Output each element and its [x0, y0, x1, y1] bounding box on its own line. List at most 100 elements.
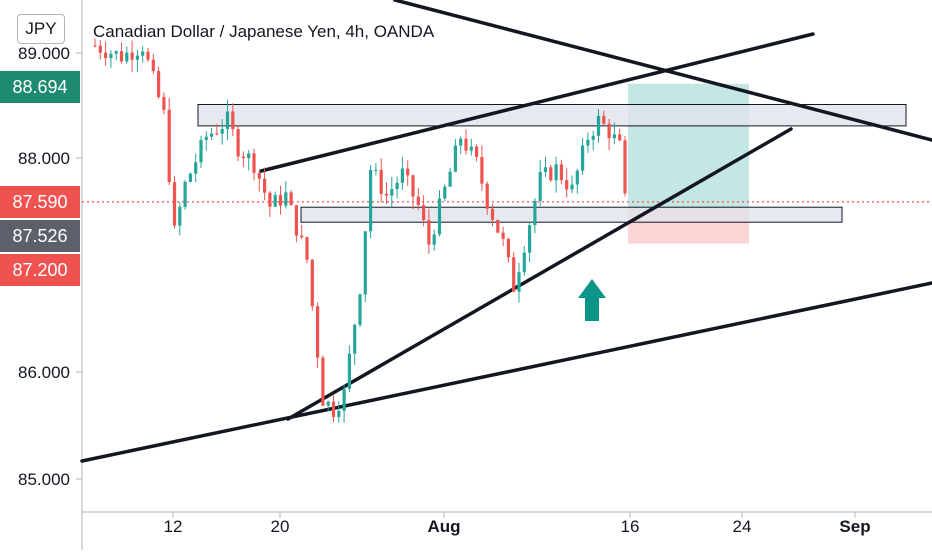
candle-body: [559, 164, 563, 181]
candle-body: [384, 193, 389, 196]
x-tick-label: 16: [621, 517, 640, 536]
candle-body: [151, 59, 155, 72]
candle-body: [358, 294, 362, 325]
candle-body: [146, 51, 150, 60]
candle-body: [241, 156, 245, 159]
candle-body: [172, 182, 177, 226]
y-tick-label: 85.000: [18, 470, 70, 489]
x-tick-label: Aug: [427, 517, 460, 536]
candle-body: [602, 115, 606, 124]
candle-body: [220, 128, 224, 134]
candle-body: [490, 208, 495, 220]
y-tick-label: 88.000: [18, 149, 70, 168]
candle-body: [321, 357, 325, 406]
candle-body: [517, 272, 521, 292]
candle-body: [432, 234, 436, 245]
x-tick-label: 20: [271, 517, 290, 536]
candle-body: [257, 172, 261, 179]
y-tick-label: 86.000: [18, 363, 70, 382]
candle-body: [178, 206, 182, 226]
candle-body: [575, 170, 579, 185]
candle-body: [522, 252, 526, 273]
candle-body: [395, 182, 399, 190]
candle-body: [263, 178, 267, 193]
candle-body: [210, 133, 214, 137]
candle-body: [448, 171, 452, 187]
candle-body: [406, 168, 410, 176]
candle-body: [294, 205, 298, 236]
currency-badge[interactable]: JPY: [17, 14, 65, 44]
candle-body: [273, 194, 277, 207]
candle-body: [268, 192, 272, 207]
candle-body: [188, 173, 192, 182]
candle-body: [618, 134, 622, 141]
candle-body: [379, 169, 383, 194]
candle-body: [289, 192, 293, 206]
candle-body: [596, 115, 601, 136]
last-price-tag: 87.590: [0, 186, 80, 218]
candle-body: [570, 184, 574, 190]
candle-body: [119, 51, 124, 62]
candle-body: [337, 410, 341, 417]
candle-body: [543, 167, 548, 172]
long-term-support-line: [80, 281, 932, 463]
candle-body: [204, 136, 208, 140]
candle-body: [231, 111, 235, 130]
candle-body: [162, 96, 166, 110]
x-tick-label: Sep: [839, 517, 870, 536]
candle-body: [199, 139, 203, 163]
candle-body: [353, 324, 357, 354]
candle-body: [104, 52, 108, 59]
candle-body: [374, 169, 378, 171]
candle-body: [469, 146, 473, 151]
candle-body: [225, 111, 230, 129]
y-tick-label: 89.000: [18, 44, 70, 63]
candle-body: [157, 71, 161, 97]
candle-body: [93, 45, 97, 47]
candle-body: [278, 194, 283, 206]
candles-group: [93, 38, 627, 423]
candle-body: [141, 51, 145, 56]
candle-body: [459, 138, 463, 146]
x-tick-label: 12: [164, 517, 183, 536]
candle-body: [326, 401, 330, 406]
candle-body: [422, 205, 426, 221]
stop-price-tag: 87.200: [0, 254, 80, 286]
candle-body: [331, 401, 336, 417]
candle-body: [284, 192, 288, 206]
candle-body: [300, 235, 304, 238]
candle-body: [464, 138, 468, 151]
candle-body: [416, 196, 420, 206]
candle-body: [400, 168, 404, 183]
candle-body: [586, 139, 590, 146]
candle-body: [533, 200, 537, 226]
candle-body: [475, 146, 479, 157]
candle-body: [390, 189, 394, 196]
candle-body: [109, 53, 113, 59]
target-price-tag: 88.694: [0, 71, 80, 103]
candle-body: [496, 219, 500, 233]
chart-title: Canadian Dollar / Japanese Yen, 4h, OAND…: [93, 22, 435, 41]
resistance-box: [197, 104, 907, 127]
candle-body: [310, 259, 314, 307]
candle-body: [347, 353, 351, 389]
x-tick-label: 24: [733, 517, 752, 536]
candle-body: [623, 140, 627, 194]
candle-body: [114, 51, 118, 54]
candle-body: [528, 225, 532, 253]
candle-body: [581, 145, 585, 171]
candle-body: [480, 156, 484, 184]
rising-support-line: [286, 127, 793, 421]
candle-body: [549, 167, 553, 181]
candle-body: [369, 169, 373, 232]
entry-price-tag: 87.526: [0, 220, 80, 252]
candle-body: [443, 186, 447, 199]
candle-body: [236, 129, 240, 157]
candle-body: [363, 231, 367, 295]
candle-body: [612, 134, 616, 139]
support-box: [300, 206, 843, 223]
candle-body: [130, 52, 134, 60]
candle-body: [554, 164, 558, 181]
upper-channel-line: [259, 32, 815, 173]
